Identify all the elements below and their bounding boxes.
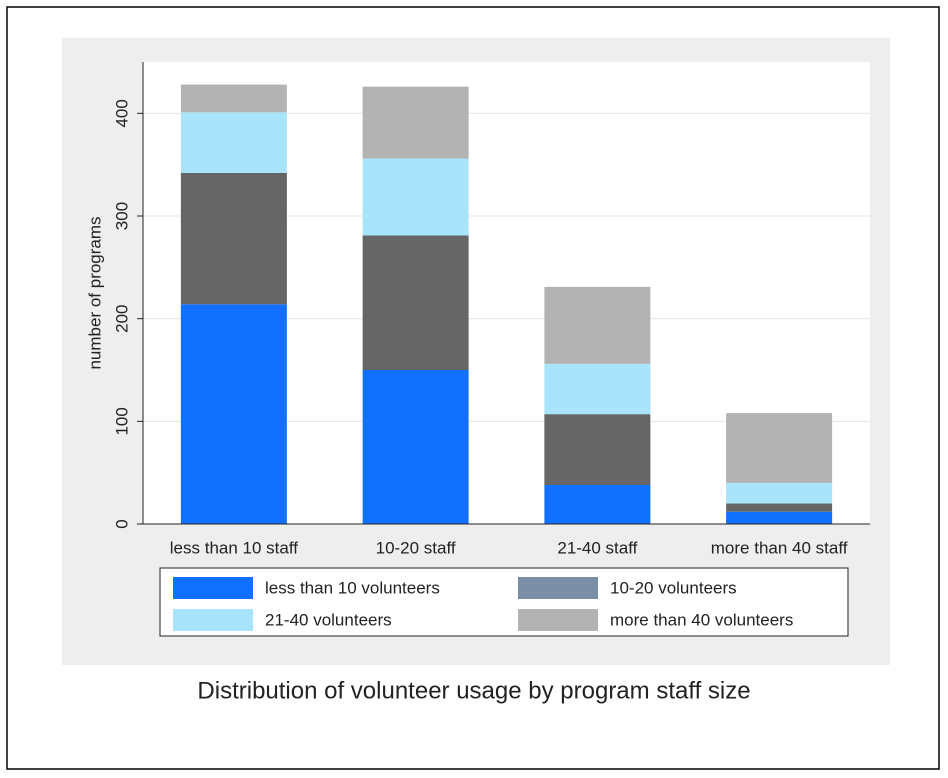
- legend-label: less than 10 volunteers: [265, 578, 440, 597]
- x-tick-label: less than 10 staff: [170, 538, 298, 557]
- bar-segment: [726, 503, 833, 512]
- x-tick-label: 21-40 staff: [557, 538, 637, 557]
- bar-segment: [362, 86, 469, 159]
- x-tick-label: 10-20 staff: [376, 538, 456, 557]
- bar-segment: [180, 84, 287, 113]
- bar-segment: [180, 304, 287, 524]
- bar-segment: [544, 363, 651, 415]
- legend-swatch: [173, 577, 253, 599]
- bar-segment: [544, 414, 651, 485]
- legend: [159, 567, 849, 637]
- bar-segment: [362, 235, 469, 370]
- bar-segment: [180, 172, 287, 305]
- y-tick-label: 400: [112, 99, 131, 127]
- bar-segment: [180, 112, 287, 173]
- legend-swatch: [173, 609, 253, 631]
- bar-segment: [362, 370, 469, 524]
- bar-segment: [544, 484, 651, 524]
- legend-label: more than 40 volunteers: [610, 610, 793, 629]
- x-tick-label: more than 40 staff: [711, 538, 848, 557]
- y-tick-label: 100: [112, 407, 131, 435]
- y-tick-label: 0: [112, 519, 131, 528]
- legend-label: 10-20 volunteers: [610, 578, 737, 597]
- legend-swatch: [518, 577, 598, 599]
- bar-segment: [726, 413, 833, 483]
- legend-swatch: [518, 609, 598, 631]
- y-tick-label: 300: [112, 202, 131, 230]
- legend-label: 21-40 volunteers: [265, 610, 392, 629]
- y-tick-label: 200: [112, 304, 131, 332]
- bar-segment: [726, 482, 833, 504]
- y-axis-label: number of programs: [85, 216, 104, 369]
- bar-segment: [544, 286, 651, 364]
- bar-segment: [726, 511, 833, 524]
- chart-title: Distribution of volunteer usage by progr…: [197, 677, 750, 704]
- bar-segment: [362, 158, 469, 236]
